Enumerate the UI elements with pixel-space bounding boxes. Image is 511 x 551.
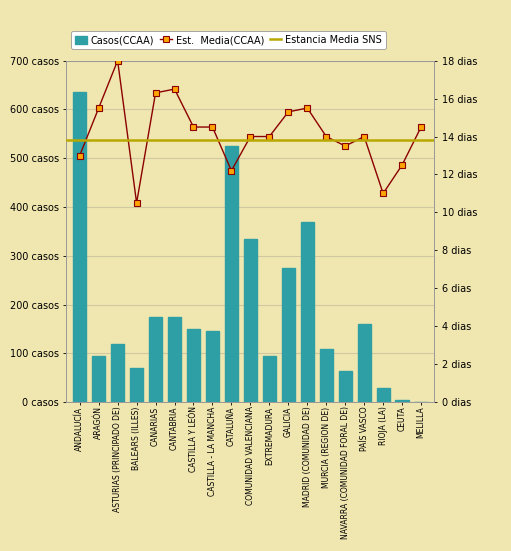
- Bar: [263, 356, 276, 402]
- Bar: [73, 93, 86, 402]
- Bar: [149, 317, 162, 402]
- Bar: [187, 329, 200, 402]
- Bar: [300, 222, 314, 402]
- Bar: [319, 349, 333, 402]
- Bar: [111, 344, 124, 402]
- Bar: [206, 332, 219, 402]
- Bar: [225, 146, 238, 402]
- Bar: [244, 239, 257, 402]
- Bar: [377, 387, 390, 402]
- Legend: Casos(CCAA), Est.  Media(CCAA), Estancia Media SNS: Casos(CCAA), Est. Media(CCAA), Estancia …: [72, 31, 386, 49]
- Bar: [130, 368, 143, 402]
- Bar: [358, 324, 371, 402]
- Bar: [282, 268, 295, 402]
- Bar: [168, 317, 181, 402]
- Bar: [92, 356, 105, 402]
- Bar: [396, 400, 409, 402]
- Bar: [339, 370, 352, 402]
